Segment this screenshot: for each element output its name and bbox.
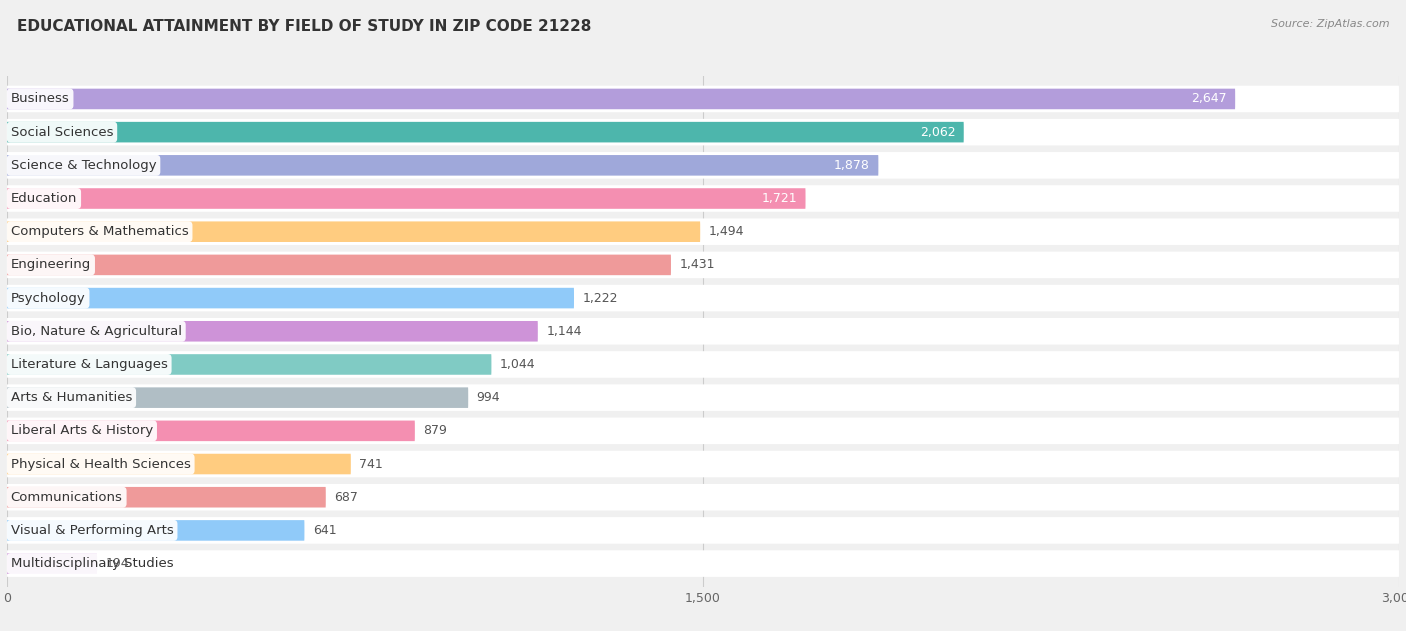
FancyBboxPatch shape [7,387,468,408]
FancyBboxPatch shape [7,86,1399,112]
Text: Engineering: Engineering [11,259,91,271]
Text: 641: 641 [312,524,336,537]
FancyBboxPatch shape [7,254,671,275]
Text: Literature & Languages: Literature & Languages [11,358,167,371]
Text: 1,044: 1,044 [499,358,536,371]
FancyBboxPatch shape [7,155,879,175]
Text: Liberal Arts & History: Liberal Arts & History [11,424,153,437]
FancyBboxPatch shape [7,89,1236,109]
Text: 687: 687 [335,491,359,504]
Text: 1,878: 1,878 [834,159,870,172]
Text: 741: 741 [359,457,382,471]
Text: Multidisciplinary Studies: Multidisciplinary Studies [11,557,173,570]
FancyBboxPatch shape [7,186,1399,212]
Text: 994: 994 [477,391,501,404]
Text: 1,721: 1,721 [762,192,797,205]
FancyBboxPatch shape [7,152,1399,179]
Text: Visual & Performing Arts: Visual & Performing Arts [11,524,173,537]
FancyBboxPatch shape [7,188,806,209]
Text: Bio, Nature & Agricultural: Bio, Nature & Agricultural [11,325,181,338]
FancyBboxPatch shape [7,451,1399,477]
FancyBboxPatch shape [7,384,1399,411]
Text: Social Sciences: Social Sciences [11,126,114,139]
Text: 2,647: 2,647 [1191,93,1227,105]
FancyBboxPatch shape [7,553,97,574]
FancyBboxPatch shape [7,520,305,541]
Text: Arts & Humanities: Arts & Humanities [11,391,132,404]
Text: 1,494: 1,494 [709,225,744,239]
FancyBboxPatch shape [7,550,1399,577]
FancyBboxPatch shape [7,487,326,507]
FancyBboxPatch shape [7,420,415,441]
Text: Physical & Health Sciences: Physical & Health Sciences [11,457,191,471]
FancyBboxPatch shape [7,119,1399,145]
FancyBboxPatch shape [7,252,1399,278]
Text: EDUCATIONAL ATTAINMENT BY FIELD OF STUDY IN ZIP CODE 21228: EDUCATIONAL ATTAINMENT BY FIELD OF STUDY… [17,19,592,34]
FancyBboxPatch shape [7,454,351,475]
Text: Education: Education [11,192,77,205]
Text: Business: Business [11,93,69,105]
FancyBboxPatch shape [7,517,1399,544]
FancyBboxPatch shape [7,418,1399,444]
FancyBboxPatch shape [7,321,538,341]
Text: 879: 879 [423,424,447,437]
FancyBboxPatch shape [7,354,492,375]
Text: 2,062: 2,062 [920,126,956,139]
Text: Communications: Communications [11,491,122,504]
FancyBboxPatch shape [7,318,1399,345]
Text: Science & Technology: Science & Technology [11,159,156,172]
FancyBboxPatch shape [7,484,1399,510]
FancyBboxPatch shape [7,221,700,242]
FancyBboxPatch shape [7,351,1399,378]
Text: 1,144: 1,144 [546,325,582,338]
Text: Computers & Mathematics: Computers & Mathematics [11,225,188,239]
Text: 194: 194 [105,557,129,570]
FancyBboxPatch shape [7,285,1399,311]
Text: 1,222: 1,222 [582,292,617,305]
FancyBboxPatch shape [7,288,574,309]
Text: Psychology: Psychology [11,292,86,305]
FancyBboxPatch shape [7,218,1399,245]
FancyBboxPatch shape [7,122,963,143]
Text: 1,431: 1,431 [679,259,714,271]
Text: Source: ZipAtlas.com: Source: ZipAtlas.com [1271,19,1389,29]
